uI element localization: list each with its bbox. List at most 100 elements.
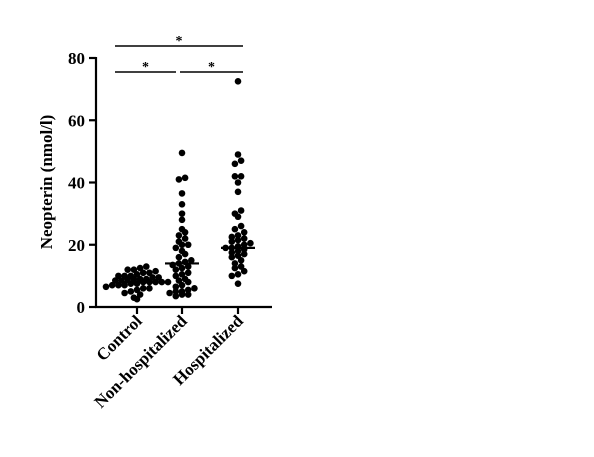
data-point — [175, 238, 183, 245]
data-point — [178, 225, 186, 233]
data-point — [133, 286, 141, 294]
data-point — [178, 210, 186, 217]
data-point — [130, 266, 138, 273]
data-point — [127, 272, 135, 280]
data-point — [184, 291, 192, 298]
data-point — [124, 266, 131, 273]
data-point — [237, 257, 245, 264]
data-point — [234, 236, 242, 244]
data-point — [112, 277, 119, 284]
data-point — [172, 272, 180, 280]
data-point — [136, 291, 144, 298]
data-point — [172, 266, 180, 273]
data-point — [115, 272, 122, 280]
data-point — [178, 149, 186, 157]
data-point — [188, 257, 195, 264]
data-point — [175, 176, 183, 183]
data-point — [143, 263, 150, 270]
data-point — [178, 247, 186, 255]
data-point — [178, 190, 186, 197]
data-point — [146, 285, 153, 292]
data-point — [139, 285, 147, 292]
data-point — [175, 277, 183, 284]
data-point — [121, 272, 128, 280]
data-point — [228, 253, 236, 261]
data-point — [237, 172, 245, 180]
data-point — [231, 172, 239, 180]
data-point — [178, 216, 186, 224]
data-point — [181, 174, 189, 182]
data-point — [172, 244, 180, 252]
data-point — [115, 281, 122, 289]
data-point — [181, 275, 189, 283]
data-point — [127, 288, 135, 295]
data-point — [228, 233, 236, 241]
data-point — [152, 278, 159, 286]
data-point — [234, 188, 242, 196]
data-point — [184, 241, 192, 249]
data-point — [231, 160, 239, 168]
data-point — [146, 269, 153, 277]
y-tick-label: 40 — [68, 174, 85, 193]
data-point — [240, 250, 248, 258]
data-point — [178, 264, 186, 272]
data-point — [234, 247, 242, 255]
data-point — [231, 264, 239, 272]
data-point — [234, 271, 242, 278]
y-ticks: 0 20 40 60 80 — [68, 49, 96, 317]
significance-brackets: * * * — [115, 34, 243, 75]
y-tick-label: 20 — [68, 236, 85, 255]
data-point — [143, 275, 150, 283]
data-point — [166, 289, 173, 297]
data-point — [228, 249, 236, 256]
data-point — [184, 286, 192, 294]
data-point — [121, 289, 128, 297]
data-point — [108, 281, 116, 289]
data-point — [102, 283, 110, 291]
data-points — [102, 78, 254, 303]
data-point — [175, 253, 183, 261]
data-point — [172, 283, 180, 291]
data-point — [136, 275, 144, 283]
y-tick-label: 80 — [68, 49, 85, 68]
y-tick-label: 0 — [77, 298, 86, 317]
data-point — [130, 294, 138, 301]
y-tick-label: 60 — [68, 111, 85, 130]
data-point — [237, 222, 245, 230]
data-point — [234, 252, 242, 259]
data-point — [231, 210, 239, 217]
data-point — [237, 207, 245, 214]
data-point — [234, 280, 242, 287]
data-point — [178, 281, 186, 289]
data-point — [234, 78, 242, 85]
y-axis-label: Neopterin (nmol/l) — [37, 115, 56, 250]
data-point — [178, 200, 186, 208]
data-point — [228, 272, 236, 280]
significance-marker: * — [176, 34, 183, 49]
data-point — [164, 278, 172, 286]
data-point — [175, 232, 183, 239]
median-lines — [120, 246, 255, 284]
data-point — [191, 285, 198, 292]
data-point — [240, 229, 248, 236]
data-point — [228, 238, 236, 245]
data-point — [172, 292, 180, 300]
data-point — [172, 288, 180, 295]
data-point — [178, 288, 186, 295]
data-point — [240, 241, 248, 249]
data-point — [133, 271, 141, 278]
data-point — [231, 260, 239, 267]
data-point — [240, 235, 248, 242]
data-point — [234, 232, 242, 239]
data-point — [184, 269, 192, 277]
data-point — [149, 274, 156, 281]
data-point — [231, 225, 239, 233]
data-point — [155, 274, 162, 281]
data-point — [158, 278, 166, 286]
data-point — [240, 267, 248, 275]
data-point — [237, 157, 245, 165]
data-point — [234, 151, 242, 158]
data-point — [178, 271, 186, 278]
